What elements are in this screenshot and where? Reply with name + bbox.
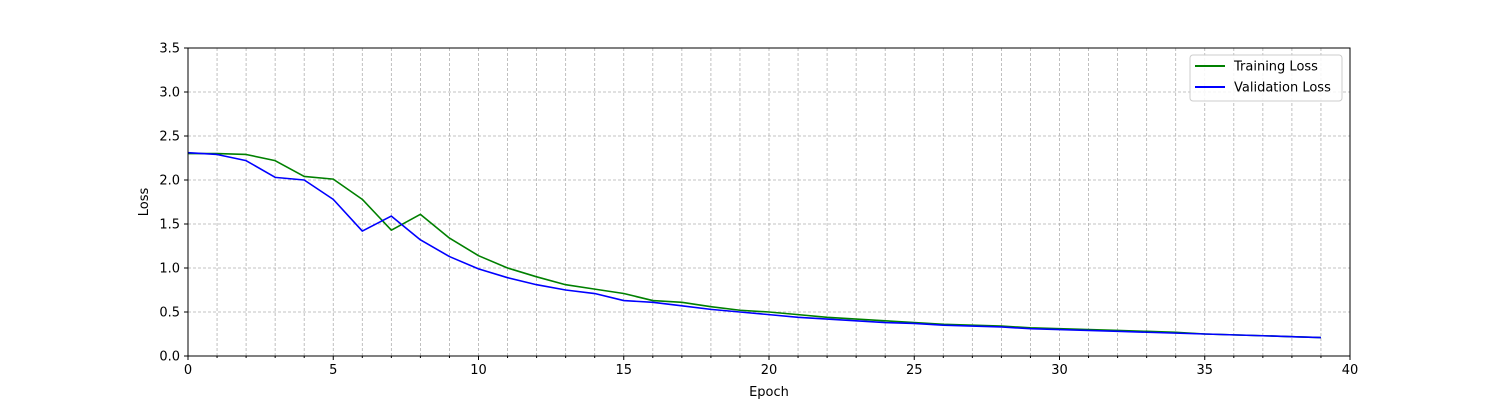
y-tick-label: 3.0 — [159, 86, 180, 101]
y-tick-label: 0.5 — [159, 306, 180, 321]
series-line-training-loss — [188, 152, 1321, 339]
x-tick-label: 0 — [184, 363, 192, 378]
legend-box — [1189, 54, 1343, 102]
y-tick-label: 3.5 — [159, 42, 180, 57]
y-tick-label: 1.0 — [159, 262, 180, 277]
x-tick-label: 30 — [1051, 363, 1068, 378]
x-tick-label: 15 — [615, 363, 632, 378]
x-tick-label: 20 — [761, 363, 778, 378]
y-tick-label: 1.5 — [159, 218, 180, 233]
y-axis-label: Loss — [137, 188, 152, 217]
x-tick-label: 40 — [1342, 363, 1359, 378]
grid — [188, 48, 1350, 356]
y-tick-label: 2.0 — [159, 174, 180, 189]
series-lines — [187, 151, 1321, 339]
y-tick-label: 2.5 — [159, 130, 180, 145]
axis-ticks: 0 5 10 15 20 25 30 35 40 0.0 0.5 1.0 1.5 2.0 2.5 3.0 3.5 — [159, 42, 1358, 379]
x-axis-label: Epoch — [749, 385, 789, 400]
y-tick-label: 0.0 — [159, 350, 180, 365]
x-tick-label: 35 — [1196, 363, 1213, 378]
x-tick-label: 5 — [329, 363, 337, 378]
x-tick-label: 10 — [470, 363, 487, 378]
legend-label-validation-loss: Validation Loss — [1234, 81, 1331, 96]
series-line-validation-loss — [187, 151, 1321, 339]
legend-label-training-loss: Training Loss — [1233, 60, 1318, 75]
x-tick-label: 25 — [906, 363, 923, 378]
legend: Training Loss Validation Loss — [1189, 54, 1343, 102]
